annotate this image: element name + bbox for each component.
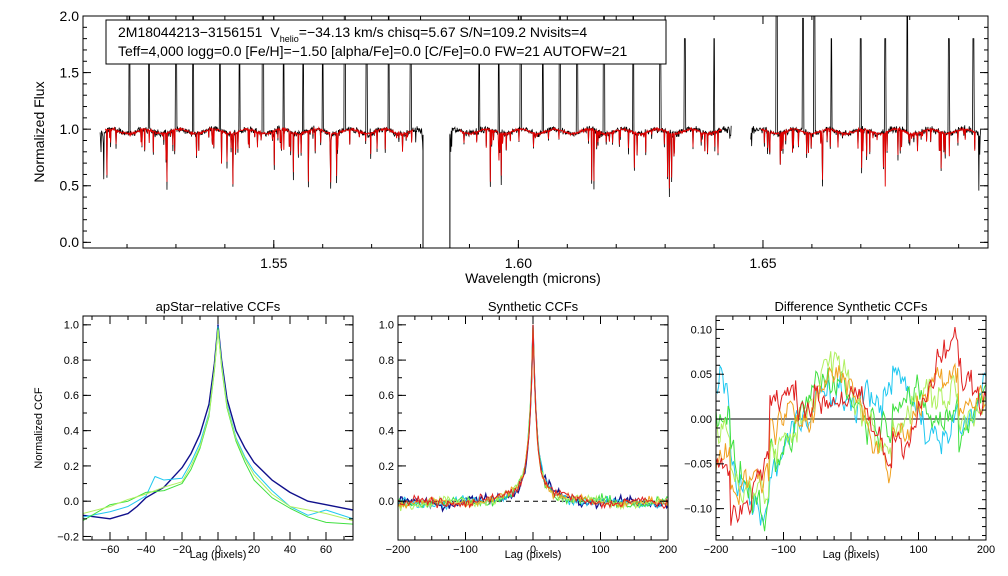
difference-ccf-visit-2 bbox=[716, 364, 986, 526]
y-tick-label: 1.0 bbox=[60, 121, 80, 137]
y-tick-label: 0.00 bbox=[691, 414, 712, 426]
y-tick-label: 0.5 bbox=[60, 178, 80, 194]
x-tick-label: −200 bbox=[704, 544, 729, 556]
difference-ccf-title: Difference Synthetic CCFs bbox=[775, 299, 928, 314]
apstar-ccf-plot-area bbox=[83, 324, 353, 525]
observed-spectrum-chip-3 bbox=[750, 16, 982, 191]
ccf-series-visit-3 bbox=[83, 327, 353, 525]
spectrum-frame bbox=[82, 15, 989, 249]
spectrum-ticks: 1.55 1.60 1.65 0.0 0.5 1.0 1.5 2.0 bbox=[60, 8, 988, 271]
y-tick-label: −0.05 bbox=[684, 459, 712, 471]
y-tick-label: 0.0 bbox=[60, 234, 80, 250]
y-tick-label: −0.2 bbox=[57, 531, 79, 543]
synthetic-ccf-visit-4 bbox=[398, 324, 668, 512]
y-tick-label: 0.6 bbox=[379, 390, 394, 402]
x-tick-label: 0 bbox=[530, 544, 536, 556]
y-tick-label: 0.6 bbox=[64, 390, 79, 402]
difference-ccf-panel: Difference Synthetic CCFs −200 −100 0 100 20… bbox=[684, 299, 995, 561]
apstar-ccf-panel: apStar−relative CCFs −60 −40 −20 0 20 40 60 −0.… bbox=[33, 299, 354, 561]
y-tick-label: 0.4 bbox=[64, 425, 79, 437]
apstar-ccf-frame bbox=[82, 315, 354, 541]
annotation-line-1: 2M18044213−3156151 Vhelio=−34.13 km/s chi… bbox=[118, 24, 587, 44]
x-tick-label: 100 bbox=[909, 544, 927, 556]
x-tick-label: 0 bbox=[848, 544, 854, 556]
apstar-ccf-ticks: −60 −40 −20 0 20 40 60 −0.2 0.0 0.2 0.4 0.6 0.8 1.0 bbox=[57, 316, 353, 556]
synthetic-ccf-ticks: −200 −100 0 100 200 0.0 0.2 0.4 0.6 0.8 1.0 bbox=[379, 316, 677, 556]
synthetic-ccf-title: Synthetic CCFs bbox=[488, 299, 579, 314]
x-tick-label: −40 bbox=[137, 544, 156, 556]
x-tick-label: 100 bbox=[591, 544, 609, 556]
y-tick-label: 0.8 bbox=[379, 355, 394, 367]
y-tick-label: 0.2 bbox=[379, 461, 394, 473]
x-tick-label: −200 bbox=[386, 544, 411, 556]
annotation-v-symbol: V bbox=[270, 24, 280, 40]
apstar-ccf-ylabel: Normalized CCF bbox=[33, 387, 45, 469]
model-spectrum-chip-1 bbox=[104, 126, 414, 185]
spectrum-xlabel: Wavelength (microns) bbox=[465, 270, 601, 286]
synthetic-ccf-visit-6 bbox=[398, 324, 668, 510]
y-tick-label: 0.2 bbox=[64, 461, 79, 473]
annotation-frame bbox=[105, 19, 667, 65]
annotation-v-subscript: helio bbox=[280, 34, 299, 44]
x-tick-label: −100 bbox=[453, 544, 478, 556]
y-tick-label: 1.0 bbox=[379, 320, 394, 332]
ccf-series-visit-1 bbox=[83, 324, 353, 520]
y-tick-label: 0.0 bbox=[64, 496, 79, 508]
x-tick-label: 1.55 bbox=[260, 255, 287, 271]
synthetic-ccf-visit-1 bbox=[398, 324, 668, 513]
annotation-line-2: Teff=4,000 logg=0.0 [Fe/H]=−1.50 [alpha/… bbox=[118, 43, 627, 59]
synthetic-ccf-plot-area bbox=[398, 324, 668, 513]
y-tick-label: 0.4 bbox=[379, 425, 394, 437]
synthetic-ccf-visit-2 bbox=[398, 324, 668, 511]
apstar-ccf-xlabel: Lag (pixels) bbox=[190, 549, 247, 561]
spectrum-panel: 1.55 1.60 1.65 0.0 0.5 1.0 1.5 2.0 Wavelength (… bbox=[31, 8, 989, 286]
difference-ccf-visit-6 bbox=[716, 327, 986, 526]
spectrum-ylabel: Normalized Flux bbox=[31, 81, 47, 182]
y-tick-label: 1.5 bbox=[60, 64, 80, 80]
x-tick-label: 200 bbox=[977, 544, 995, 556]
ccf-series-visit-4 bbox=[83, 329, 353, 522]
difference-ccf-ticks: −200 −100 0 100 200 −0.10 −0.05 0.00 0.05 0.10 bbox=[684, 316, 995, 556]
x-tick-label: 60 bbox=[320, 544, 332, 556]
ccf-series-visit-2 bbox=[83, 326, 353, 520]
synthetic-ccf-panel: Synthetic CCFs −200 −100 0 100 200 0.0 0.2 0.4 0… bbox=[379, 299, 677, 561]
x-tick-label: −100 bbox=[771, 544, 796, 556]
x-tick-label: −20 bbox=[173, 544, 192, 556]
x-tick-label: 1.60 bbox=[505, 255, 532, 271]
spectrum-plot-area bbox=[99, 16, 982, 248]
annotation-box: 2M18044213−3156151 Vhelio=−34.13 km/s chi… bbox=[105, 19, 667, 65]
spectrum-lines bbox=[99, 16, 982, 248]
model-spectrum-chip-2 bbox=[459, 126, 722, 189]
x-tick-label: 0 bbox=[215, 544, 221, 556]
difference-ccf-frame bbox=[715, 315, 987, 541]
model-spectrum-chip-3 bbox=[760, 126, 977, 187]
y-tick-label: 0.05 bbox=[691, 369, 712, 381]
x-tick-label: 20 bbox=[248, 544, 260, 556]
difference-ccf-xlabel: Lag (pixels) bbox=[823, 549, 880, 561]
synthetic-ccf-visit-3 bbox=[398, 324, 668, 509]
annotation-line-1-rest: =−34.13 km/s chisq=5.67 S/N=109.2 Nvisit… bbox=[299, 24, 588, 40]
x-tick-label: 40 bbox=[284, 544, 296, 556]
y-tick-label: 0.10 bbox=[691, 324, 712, 336]
x-tick-label: 1.65 bbox=[749, 255, 776, 271]
x-tick-label: 200 bbox=[659, 544, 677, 556]
difference-ccf-visit-5 bbox=[716, 362, 986, 505]
difference-ccf-plot-area bbox=[716, 327, 986, 532]
annotation-star-id: 2M18044213−3156151 bbox=[118, 24, 263, 40]
difference-ccf-visit-4 bbox=[716, 351, 986, 505]
x-tick-label: −60 bbox=[101, 544, 120, 556]
synthetic-ccf-visit-5 bbox=[398, 324, 668, 510]
apstar-ccf-title: apStar−relative CCFs bbox=[156, 299, 281, 314]
y-tick-label: 0.8 bbox=[64, 355, 79, 367]
y-tick-label: −0.10 bbox=[684, 503, 712, 515]
synthetic-ccf-xlabel: Lag (pixels) bbox=[505, 549, 562, 561]
y-tick-label: 0.0 bbox=[379, 496, 394, 508]
y-tick-label: 1.0 bbox=[64, 320, 79, 332]
y-tick-label: 2.0 bbox=[60, 8, 80, 24]
difference-ccf-visit-3 bbox=[716, 367, 986, 532]
